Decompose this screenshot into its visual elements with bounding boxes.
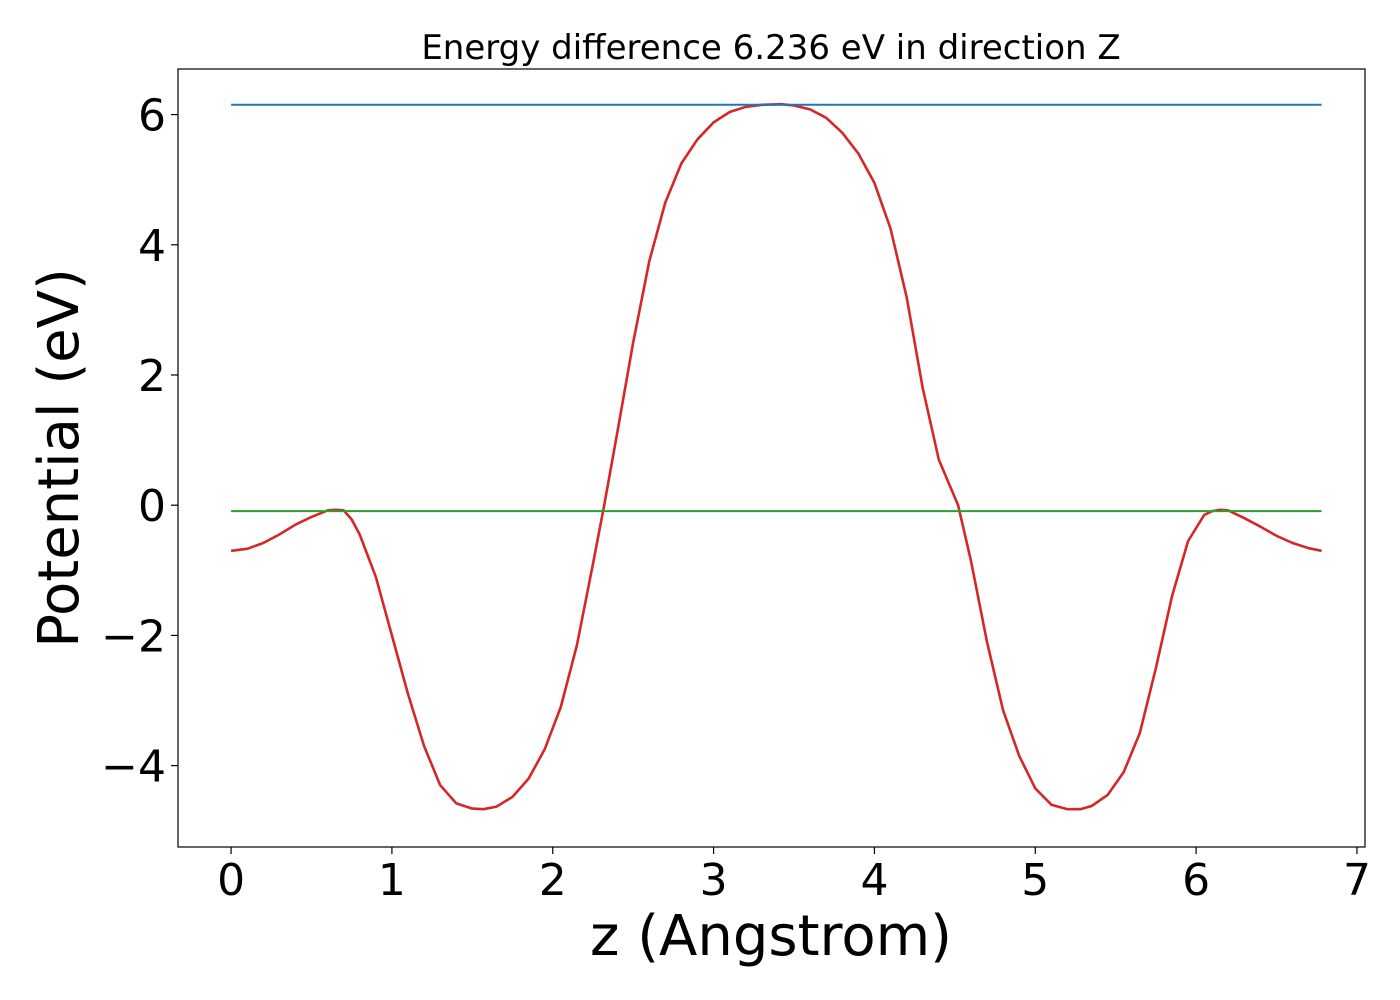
y-tick-label: 2: [138, 351, 166, 402]
y-axis-ticks: −4 −2 0 2 4 6: [101, 91, 178, 793]
y-axis-label: Potential (eV): [27, 268, 92, 648]
y-tick-label: −4: [101, 742, 166, 793]
chart-title: Energy difference 6.236 eV in direction …: [421, 28, 1120, 68]
x-tick-label: 6: [1182, 855, 1210, 906]
x-axis-ticks: 0 1 2 3 4 5 6 7: [217, 847, 1371, 906]
x-tick-label: 5: [1021, 855, 1049, 906]
plot-frame: [177, 68, 1366, 848]
y-tick-label: 0: [138, 481, 166, 532]
x-tick-label: 3: [700, 855, 728, 906]
x-axis-label: z (Angstrom): [590, 904, 952, 969]
y-tick-label: −2: [101, 611, 166, 662]
y-tick-label: 4: [138, 221, 166, 272]
series-layer: [230, 102, 1322, 811]
x-tick-label: 4: [860, 855, 888, 906]
x-tick-label: 7: [1343, 855, 1371, 906]
series-line-0: [230, 102, 1322, 811]
x-tick-label: 0: [217, 855, 245, 906]
y-tick-label: 6: [138, 91, 166, 142]
x-tick-label: 2: [539, 855, 567, 906]
x-tick-label: 1: [378, 855, 406, 906]
